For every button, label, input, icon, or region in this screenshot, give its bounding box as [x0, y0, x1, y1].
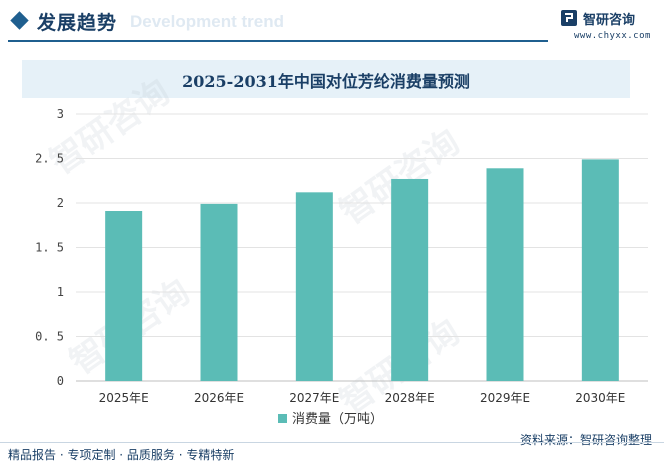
brand-url: www.chyxx.com	[574, 31, 651, 41]
y-tick-label: 0. 5	[35, 330, 64, 344]
source-note: 资料来源：智研咨询整理	[519, 433, 652, 447]
x-tick-label: 2030年E	[575, 391, 625, 405]
header-divider	[8, 40, 548, 42]
x-tick-label: 2029年E	[480, 391, 530, 405]
x-tick-label: 2028年E	[385, 391, 435, 405]
y-tick-label: 1	[57, 285, 64, 299]
bar	[486, 168, 524, 381]
section-title: 发展趋势	[37, 12, 118, 34]
bar	[391, 178, 429, 381]
chart-title-band: 2025-2031年中国对位芳纶消费量预测	[22, 60, 630, 98]
bar-chart: 0 0. 5 1 1. 5 2 2. 5 3 2025年E 2026年E 2027年E 2028年E…	[35, 107, 648, 427]
bar	[200, 203, 238, 381]
legend-label: 消费量（万吨）	[292, 412, 383, 427]
brand-logo: 智研咨询 www.chyxx.com	[560, 9, 664, 43]
y-tick-label: 2. 5	[35, 152, 64, 166]
section-subtitle-ghost: Development trend	[130, 12, 284, 31]
logo-icon	[561, 10, 577, 26]
y-tick-label: 3	[57, 107, 64, 121]
footer-tagline: 精品报告 · 专项定制 · 品质服务 · 专精特新	[8, 448, 235, 462]
bar	[105, 211, 143, 381]
page-header: 发展趋势 Development trend 智研咨询 www.chyxx.co…	[0, 0, 664, 44]
brand-name: 智研咨询	[583, 13, 636, 28]
x-tick-label: 2025年E	[99, 391, 149, 405]
y-tick-label: 0	[57, 374, 64, 388]
chart-title: 2025-2031年中国对位芳纶消费量预测	[182, 72, 470, 91]
x-tick-label: 2026年E	[194, 391, 244, 405]
footer-divider	[0, 442, 664, 443]
bar	[295, 192, 333, 381]
legend-swatch	[278, 414, 287, 423]
x-tick-label: 2027年E	[289, 391, 339, 405]
bar	[581, 159, 619, 381]
y-tick-label: 1. 5	[35, 241, 64, 255]
y-tick-label: 2	[57, 196, 64, 210]
diamond-icon	[10, 11, 29, 30]
